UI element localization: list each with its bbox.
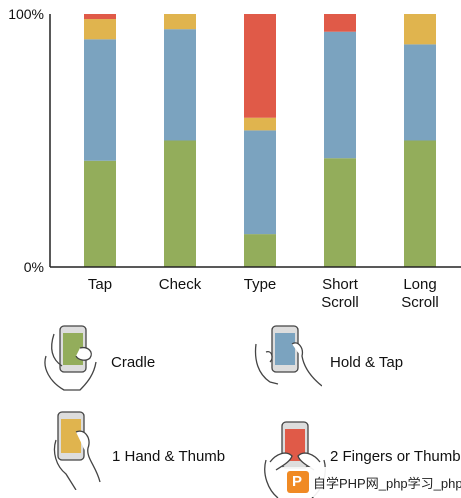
bar-segment-short-scroll-2-fingers-or-thumbs bbox=[324, 14, 356, 32]
x-tick-label-short-scroll: Short Scroll bbox=[321, 276, 359, 311]
one-hand-thumb-icon bbox=[53, 411, 101, 490]
two-thumbs-screen bbox=[285, 429, 305, 461]
legend-label-one-hand-thumb: 1 Hand & Thumb bbox=[112, 448, 226, 465]
watermark-logo-icon: P bbox=[287, 471, 309, 493]
bars-group bbox=[84, 14, 436, 267]
bar-segment-tap-2-fingers-or-thumbs bbox=[84, 14, 116, 20]
cradle-hands-icon bbox=[44, 325, 97, 391]
legend-item-hold-tap: Hold & Tap bbox=[252, 322, 452, 392]
bar-segment-check-cradle bbox=[164, 140, 196, 267]
x-tick-label-line: Scroll bbox=[401, 294, 439, 311]
x-tick-label-line: Check bbox=[159, 276, 202, 293]
hold-tap-screen bbox=[275, 333, 295, 365]
x-tick-label-tap: Tap bbox=[88, 276, 112, 293]
x-tick-label-line: Scroll bbox=[321, 294, 359, 311]
legend-label-cradle: Cradle bbox=[111, 354, 156, 371]
bar-segment-type-2-fingers-or-thumbs bbox=[244, 14, 276, 118]
watermark-text: 自学PHP网_php学习_php教 bbox=[313, 475, 461, 491]
bar-segment-type-cradle bbox=[244, 234, 276, 267]
legend-item-one-hand-thumb: 1 Hand & Thumb bbox=[52, 410, 242, 490]
legend-label-two-fingers-thumbs: 2 Fingers or Thumbs bbox=[330, 448, 461, 465]
x-tick-label-line: Type bbox=[244, 276, 277, 293]
bar-segment-short-scroll-cradle bbox=[324, 158, 356, 267]
x-tick-label-check: Check bbox=[159, 276, 202, 293]
bar-segment-long-scroll-cradle bbox=[404, 140, 436, 267]
watermark-logo-letter: P bbox=[292, 473, 303, 490]
bar-segment-long-scroll-hold-tap bbox=[404, 44, 436, 141]
x-tick-label-type: Type bbox=[244, 276, 277, 293]
x-tick-label-long-scroll: Long Scroll bbox=[401, 276, 439, 311]
legend-label-hold-tap: Hold & Tap bbox=[330, 354, 404, 371]
x-tick-label-line: Long bbox=[403, 276, 436, 293]
bar-segment-tap-cradle bbox=[84, 160, 116, 267]
site-watermark: P 自学PHP网_php学习_php教 bbox=[283, 467, 461, 497]
bar-segment-short-scroll-hold-tap bbox=[324, 31, 356, 159]
x-tick-label-line: Short bbox=[322, 276, 359, 293]
bar-segment-tap-1-hand-thumb bbox=[84, 19, 116, 40]
hold-and-tap-hands-icon bbox=[254, 325, 322, 387]
bar-segment-check-hold-tap bbox=[164, 29, 196, 141]
legend-item-cradle: Cradle bbox=[38, 322, 198, 392]
y-tick-label-bottom: 0% bbox=[24, 259, 44, 275]
bar-segment-tap-hold-tap bbox=[84, 39, 116, 161]
two-thumbs-hands-icon bbox=[264, 421, 326, 498]
bar-segment-type-hold-tap bbox=[244, 130, 276, 235]
legend-item-two-fingers-thumbs: 2 Fingers or Thumbs bbox=[262, 410, 461, 498]
bar-segment-type-1-hand-thumb bbox=[244, 117, 276, 131]
one-hand-screen bbox=[61, 419, 81, 453]
x-tick-label-line: Tap bbox=[88, 276, 112, 293]
bar-segment-long-scroll-1-hand-thumb bbox=[404, 14, 436, 45]
bar-segment-check-1-hand-thumb bbox=[164, 14, 196, 30]
y-tick-label-top: 100% bbox=[8, 6, 44, 22]
